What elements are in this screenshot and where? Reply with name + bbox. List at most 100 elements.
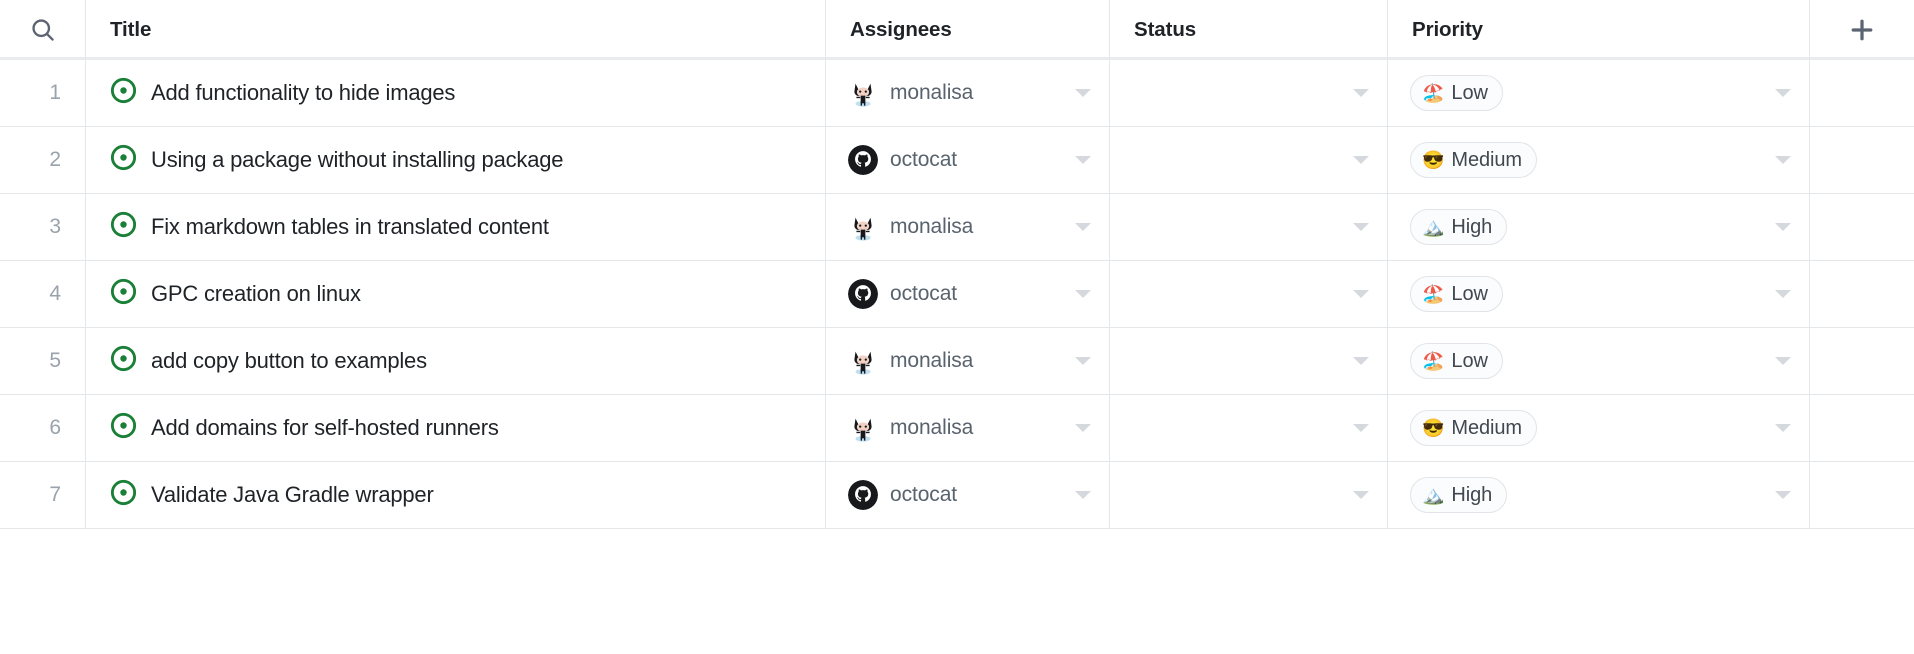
cell-extra[interactable] [1810, 395, 1914, 461]
cell-title[interactable]: Add functionality to hide images [86, 60, 826, 126]
assignee-name: monalisa [890, 81, 974, 104]
cell-title[interactable]: Using a package without installing packa… [86, 127, 826, 193]
open-issue-icon [110, 144, 137, 176]
avatar [848, 346, 878, 376]
issue-title: GPC creation on linux [151, 281, 361, 306]
column-header-status[interactable]: Status [1110, 0, 1388, 60]
cell-priority[interactable]: 🏖️ Low [1388, 60, 1810, 126]
cell-status[interactable] [1110, 194, 1388, 260]
priority-badge: 🏔️ High [1410, 477, 1508, 513]
column-header-priority[interactable]: Priority [1388, 0, 1810, 60]
chevron-down-icon[interactable] [1353, 156, 1369, 164]
row-number: 4 [0, 261, 86, 327]
issue-title: Add domains for self-hosted runners [151, 415, 499, 440]
chevron-down-icon[interactable] [1075, 290, 1091, 298]
chevron-down-icon[interactable] [1353, 357, 1369, 365]
cell-priority[interactable]: 😎 Medium [1388, 127, 1810, 193]
priority-emoji: 😎 [1422, 150, 1445, 170]
cell-status[interactable] [1110, 328, 1388, 394]
cell-status[interactable] [1110, 127, 1388, 193]
priority-badge: 😎 Medium [1410, 410, 1537, 446]
column-header-status-label: Status [1134, 17, 1197, 41]
assignee-name: monalisa [890, 349, 974, 372]
cell-extra[interactable] [1810, 194, 1914, 260]
chevron-down-icon[interactable] [1353, 424, 1369, 432]
chevron-down-icon[interactable] [1775, 290, 1791, 298]
cell-extra[interactable] [1810, 462, 1914, 528]
search-icon[interactable] [29, 16, 57, 44]
table-row[interactable]: 2 Using a package without installing pac… [0, 127, 1914, 194]
cell-title[interactable]: Add domains for self-hosted runners [86, 395, 826, 461]
cell-priority[interactable]: 🏔️ High [1388, 462, 1810, 528]
add-column-button[interactable] [1810, 0, 1914, 60]
cell-title[interactable]: Validate Java Gradle wrapper [86, 462, 826, 528]
table-row[interactable]: 1 Add functionality to hide images monal… [0, 60, 1914, 127]
table-row[interactable]: 6 Add domains for self-hosted runners mo… [0, 395, 1914, 462]
chevron-down-icon[interactable] [1075, 424, 1091, 432]
chevron-down-icon[interactable] [1775, 357, 1791, 365]
cell-status[interactable] [1110, 261, 1388, 327]
issue-title: Fix markdown tables in translated conten… [151, 214, 549, 239]
column-header-title[interactable]: Title [86, 0, 826, 60]
priority-emoji: 🏔️ [1422, 485, 1445, 505]
cell-priority[interactable]: 🏖️ Low [1388, 261, 1810, 327]
issue-title: Using a package without installing packa… [151, 147, 564, 172]
cell-assignees[interactable]: monalisa [826, 60, 1110, 126]
cell-title[interactable]: add copy button to examples [86, 328, 826, 394]
cell-assignees[interactable]: octocat [826, 462, 1110, 528]
chevron-down-icon[interactable] [1353, 290, 1369, 298]
table-row[interactable]: 7 Validate Java Gradle wrapper octocat 🏔… [0, 462, 1914, 529]
plus-icon[interactable] [1847, 15, 1877, 45]
cell-title[interactable]: Fix markdown tables in translated conten… [86, 194, 826, 260]
cell-assignees[interactable]: monalisa [826, 328, 1110, 394]
cell-status[interactable] [1110, 462, 1388, 528]
cell-extra[interactable] [1810, 261, 1914, 327]
chevron-down-icon[interactable] [1075, 156, 1091, 164]
priority-emoji: 🏖️ [1422, 284, 1445, 304]
priority-label: Low [1451, 349, 1488, 372]
cell-assignees[interactable]: monalisa [826, 395, 1110, 461]
chevron-down-icon[interactable] [1075, 89, 1091, 97]
column-header-assignees[interactable]: Assignees [826, 0, 1110, 60]
cell-assignees[interactable]: octocat [826, 127, 1110, 193]
priority-emoji: 🏔️ [1422, 217, 1445, 237]
open-issue-icon [110, 77, 137, 109]
priority-badge: 🏖️ Low [1410, 276, 1503, 312]
chevron-down-icon[interactable] [1353, 491, 1369, 499]
chevron-down-icon[interactable] [1353, 223, 1369, 231]
cell-status[interactable] [1110, 60, 1388, 126]
chevron-down-icon[interactable] [1775, 89, 1791, 97]
chevron-down-icon[interactable] [1075, 491, 1091, 499]
cell-status[interactable] [1110, 395, 1388, 461]
table-body: 1 Add functionality to hide images monal… [0, 60, 1914, 529]
chevron-down-icon[interactable] [1775, 156, 1791, 164]
cell-extra[interactable] [1810, 127, 1914, 193]
row-number: 1 [0, 60, 86, 126]
chevron-down-icon[interactable] [1775, 491, 1791, 499]
assignee-name: octocat [890, 483, 958, 506]
row-number: 6 [0, 395, 86, 461]
row-number: 3 [0, 194, 86, 260]
table-row[interactable]: 3 Fix markdown tables in translated cont… [0, 194, 1914, 261]
table-row[interactable]: 5 add copy button to examples monalisa 🏖… [0, 328, 1914, 395]
cell-assignees[interactable]: monalisa [826, 194, 1110, 260]
chevron-down-icon[interactable] [1775, 424, 1791, 432]
chevron-down-icon[interactable] [1353, 89, 1369, 97]
cell-extra[interactable] [1810, 60, 1914, 126]
search-button[interactable] [0, 0, 86, 60]
cell-priority[interactable]: 🏖️ Low [1388, 328, 1810, 394]
cell-assignees[interactable]: octocat [826, 261, 1110, 327]
cell-extra[interactable] [1810, 328, 1914, 394]
column-header-assignees-label: Assignees [850, 17, 952, 41]
chevron-down-icon[interactable] [1775, 223, 1791, 231]
cell-priority[interactable]: 😎 Medium [1388, 395, 1810, 461]
table-row[interactable]: 4 GPC creation on linux octocat 🏖️ Low [0, 261, 1914, 328]
priority-badge: 🏔️ High [1410, 209, 1508, 245]
chevron-down-icon[interactable] [1075, 223, 1091, 231]
cell-title[interactable]: GPC creation on linux [86, 261, 826, 327]
chevron-down-icon[interactable] [1075, 357, 1091, 365]
priority-label: Low [1451, 81, 1488, 104]
avatar [848, 145, 878, 175]
cell-priority[interactable]: 🏔️ High [1388, 194, 1810, 260]
